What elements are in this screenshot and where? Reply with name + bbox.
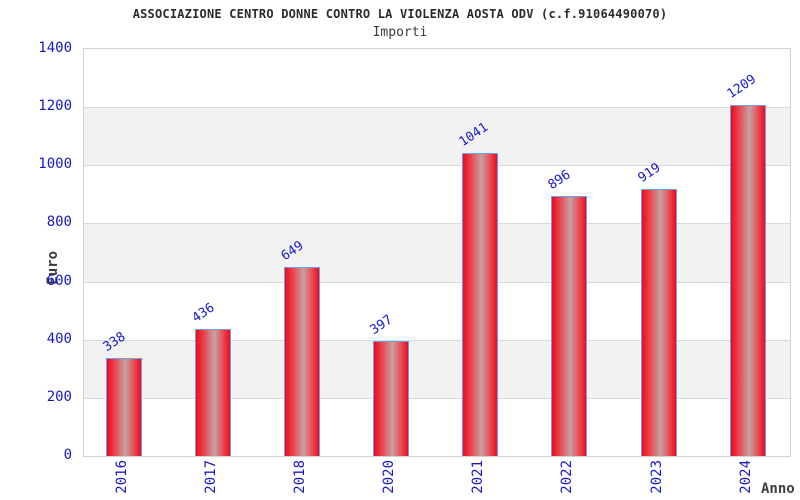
- bar-value-label: 397: [367, 312, 396, 338]
- x-tick-label-2020: 2020: [381, 460, 397, 494]
- bar-2017: [194, 329, 231, 456]
- plot-band: [84, 339, 790, 398]
- plot-area: 338 436 649 397 1041 896 919 1209: [83, 48, 791, 457]
- gridline: [84, 107, 790, 109]
- y-tick-label: 800: [46, 214, 72, 231]
- bar-2016: [105, 357, 142, 456]
- y-tick-label: 1000: [38, 156, 72, 173]
- y-tick-label: 1400: [38, 40, 72, 56]
- gridline: [84, 223, 790, 225]
- x-tick-label-2016: 2016: [113, 460, 130, 494]
- bar-2020: [373, 340, 409, 456]
- y-tick-label: 600: [46, 272, 72, 289]
- x-tick-label-2018: 2018: [291, 460, 308, 494]
- gridline: [84, 281, 790, 283]
- bar-value-label: 896: [545, 166, 574, 193]
- bar-2022: [551, 195, 588, 456]
- gridline: [84, 339, 790, 341]
- x-axis-title: Anno: [761, 481, 795, 497]
- x-tick-label-2022: 2022: [559, 460, 576, 494]
- chart-title: ASSOCIAZIONE CENTRO DONNE CONTRO LA VIOL…: [132, 7, 668, 21]
- bar-2023: [640, 188, 677, 456]
- gridline: [84, 397, 790, 399]
- bar-value-label: 436: [189, 300, 218, 327]
- y-tick-label: 0: [63, 447, 72, 463]
- y-tick-label: 200: [46, 388, 72, 405]
- plot-band: [84, 107, 790, 166]
- chart-subtitle: Importi: [372, 25, 428, 40]
- plot-band: [84, 223, 790, 282]
- x-tick-label-2023: 2023: [648, 460, 665, 494]
- x-tick-label-2024: 2024: [737, 460, 754, 494]
- bar-2018: [283, 267, 320, 456]
- x-tick-label-2021: 2021: [470, 460, 487, 494]
- bar-2024: [729, 104, 766, 456]
- y-tick-label: 1200: [38, 98, 72, 115]
- x-tick-label-2017: 2017: [202, 460, 219, 494]
- y-tick-label: 400: [46, 330, 72, 347]
- bar-value-label: 1209: [724, 71, 759, 102]
- bar-2021: [462, 153, 499, 456]
- gridline: [84, 165, 790, 167]
